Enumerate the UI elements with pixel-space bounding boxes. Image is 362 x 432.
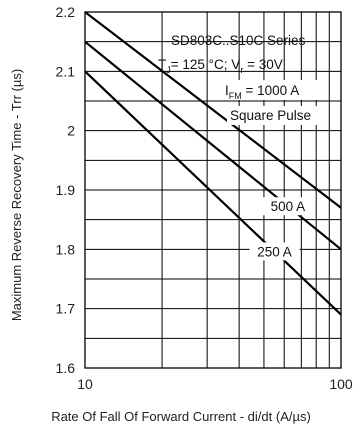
plot-frame	[84, 11, 342, 369]
chart-annotation-ifm: IFM = 1000 A	[225, 83, 299, 101]
series-label: 250 A	[257, 244, 292, 259]
series-line	[84, 70, 342, 316]
grid	[85, 12, 341, 368]
x-axis-title: Rate Of Fall Of Forward Current - di/dt …	[51, 409, 311, 424]
y-tick-label: 1.6	[56, 360, 76, 376]
series-label: 500 A	[271, 199, 306, 214]
x-tick-labels: 10 100	[77, 376, 353, 392]
chart-annotation-conditions: TJ= 125 °C; Vr = 30V	[158, 57, 283, 75]
y-tick-label: 1.9	[56, 182, 76, 198]
chart-annotation-series: SD803C..S10C Series	[171, 33, 306, 48]
y-tick-labels: 1.6 1.7 1.8 1.9 2 2.1 2.2	[56, 4, 76, 376]
y-tick-label: 2	[67, 123, 75, 139]
series-line	[84, 40, 342, 251]
series-labels: 500 A 250 A	[249, 197, 313, 261]
series-label-background	[249, 242, 300, 261]
y-tick-label: 2.1	[56, 63, 76, 79]
y-tick-label: 1.7	[56, 301, 76, 317]
y-tick-label: 2.2	[56, 4, 76, 20]
series-label-background	[262, 197, 313, 216]
y-axis-title: Maximum Reverse Recovery Time - Trr (µs)	[9, 69, 24, 321]
x-tick-label: 10	[77, 376, 93, 392]
chart-annotation-pulse: Square Pulse	[230, 108, 311, 123]
x-tick-label: 100	[329, 376, 353, 392]
series-line	[84, 11, 342, 209]
y-tick-label: 1.8	[56, 241, 76, 257]
